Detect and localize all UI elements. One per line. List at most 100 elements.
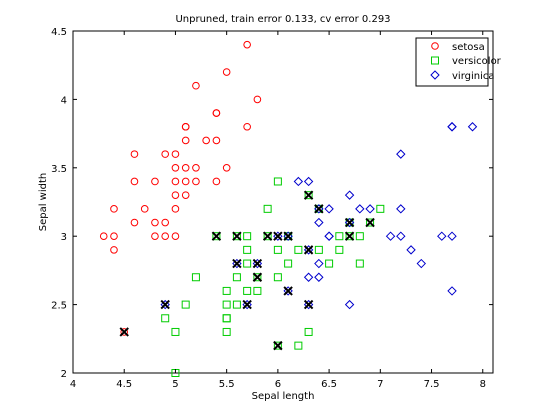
setosa-point <box>151 177 159 186</box>
misclassified-point <box>119 327 129 337</box>
versicolor-point <box>243 245 252 254</box>
virginica-point <box>447 231 457 241</box>
y-tick-label: 2.5 <box>51 301 67 312</box>
y-tick-label: 4 <box>61 95 67 106</box>
misclassified-point <box>365 217 375 228</box>
versicolor-point <box>355 232 364 241</box>
setosa-point <box>202 136 210 145</box>
versicolor-point <box>191 273 200 282</box>
data-marks <box>99 40 478 377</box>
legend-label-virginica: virginica <box>452 71 495 82</box>
versicolor-point <box>304 327 313 336</box>
setosa-point <box>212 109 221 117</box>
legend-label-versicolor: versicolor <box>452 56 502 67</box>
setosa-point <box>151 218 159 227</box>
versicolor-point <box>222 327 231 336</box>
y-axis-ticks: 2 2.5 3 3.5 4 4.5 <box>51 27 493 380</box>
x-tick-label: 6.5 <box>321 379 337 390</box>
setosa-point <box>110 246 118 254</box>
setosa-point <box>181 122 190 131</box>
setosa-point <box>140 205 149 213</box>
virginica-point <box>314 258 324 269</box>
setosa-point <box>110 205 118 213</box>
legend-marker-setosa <box>431 42 439 50</box>
virginica-point <box>324 204 334 214</box>
versicolor-point <box>273 177 282 186</box>
virginica-point <box>467 122 478 132</box>
misclassified-point <box>232 231 242 241</box>
versicolor-point <box>294 341 303 350</box>
versicolor-point <box>345 232 354 241</box>
setosa-point <box>130 218 139 227</box>
x-axis-ticks: 4 4.5 5 5.5 6 6.5 7 7.5 8 <box>70 31 486 390</box>
versicolor-point <box>222 286 231 295</box>
virginica-point <box>303 272 314 282</box>
versicolor-point <box>161 314 170 323</box>
setosa-point <box>130 177 139 186</box>
x-tick-label: 5.5 <box>219 379 235 390</box>
setosa-point <box>181 191 190 199</box>
versicolor-point <box>273 341 282 350</box>
versicolor-point <box>304 191 313 200</box>
misclassified-point <box>283 286 293 296</box>
setosa-point <box>181 177 190 186</box>
setosa-point <box>181 164 190 172</box>
y-axis-label: Sepal width <box>38 173 49 232</box>
x-tick-label: 4.5 <box>116 379 132 390</box>
setosa-point <box>171 205 180 213</box>
setosa-point <box>192 81 200 90</box>
setosa-point <box>130 150 139 158</box>
virginica-point <box>344 299 355 310</box>
versicolor-point <box>243 286 252 295</box>
versicolor-point <box>243 232 252 241</box>
versicolor-point <box>232 300 241 309</box>
misclassified-point <box>314 204 324 214</box>
versicolor-point <box>253 273 262 282</box>
versicolor-point <box>273 245 282 254</box>
setosa-point <box>222 164 231 172</box>
setosa-point <box>171 150 180 158</box>
versicolor-point <box>355 259 364 268</box>
legend-box <box>415 37 489 87</box>
versicolor-point <box>222 314 231 323</box>
versicolor-point <box>273 273 282 282</box>
virginica-point <box>406 245 416 255</box>
versicolor-point <box>222 300 231 309</box>
legend-marker-virginica <box>430 70 440 80</box>
y-tick-label: 3 <box>61 232 67 243</box>
misclassified-point <box>160 299 170 310</box>
setosa-point <box>171 232 180 240</box>
y-tick-label: 2 <box>61 369 67 380</box>
setosa-point <box>171 164 180 172</box>
y-tick-label: 4.5 <box>51 27 67 38</box>
versicolor-point <box>181 300 190 309</box>
setosa-point <box>192 177 200 186</box>
x-axis-label: Sepal length <box>252 391 315 402</box>
virginica-point <box>396 231 406 241</box>
virginica-point <box>396 204 406 214</box>
versicolor-point <box>263 204 272 213</box>
misclassified-point <box>252 258 263 269</box>
x-tick-label: 4 <box>70 379 76 390</box>
virginica-point <box>324 231 334 241</box>
versicolor-point <box>325 259 334 268</box>
virginica-point <box>437 231 447 241</box>
virginica-point <box>365 204 375 214</box>
versicolor-point <box>335 232 344 241</box>
virginica-point <box>293 176 304 187</box>
x-tick-label: 8 <box>480 379 486 390</box>
versicolor-point <box>366 218 375 227</box>
misclassified-point <box>303 245 314 255</box>
versicolor-point <box>171 327 180 336</box>
setosa-point <box>161 150 169 158</box>
setosa-point <box>161 232 169 240</box>
misclassified-point <box>273 231 283 241</box>
versicolor-point <box>253 286 262 295</box>
virginica-point <box>303 176 314 187</box>
legend: setosa versicolor virginica <box>415 37 502 87</box>
setosa-point <box>120 328 129 336</box>
setosa-point <box>151 232 159 240</box>
chart-title: Unpruned, train error 0.133, cv error 0.… <box>175 14 390 25</box>
setosa-point <box>243 40 251 49</box>
x-tick-label: 7.5 <box>424 379 440 390</box>
